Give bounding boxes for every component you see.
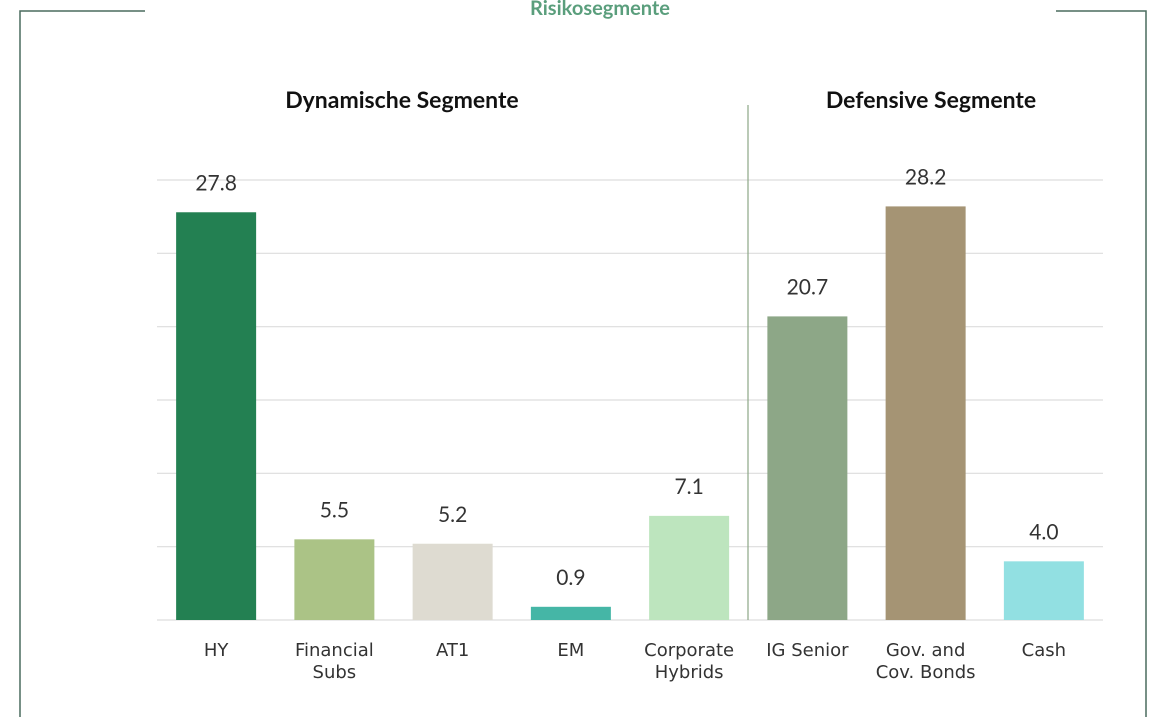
x-tick-label: IG Senior [766, 640, 849, 661]
x-tick-label-box: Corporate Hybrids [644, 640, 735, 683]
x-tick-label-box: Gov. and Cov. Bonds [875, 640, 976, 683]
bar [1003, 561, 1084, 620]
data-label: 27.8 [195, 171, 237, 196]
x-tick-label: Cash [1021, 640, 1067, 661]
chart-title: Risikosegmente [530, 0, 670, 20]
data-label: 7.1 [674, 474, 703, 499]
x-tick-label: Corporate Hybrids [644, 640, 735, 683]
section-title: Defensive Segmente [826, 85, 1036, 113]
x-tick-label-box: EM [557, 640, 585, 661]
section-title: Dynamische Segmente [285, 85, 518, 113]
bar [176, 212, 257, 620]
frame [19, 10, 1147, 717]
x-tick-label: EM [557, 640, 585, 661]
data-label: 20.7 [787, 275, 829, 300]
x-tick-label: HY [203, 640, 229, 661]
bar [530, 606, 611, 620]
x-tick-label-box: IG Senior [766, 640, 849, 661]
bar [885, 206, 966, 620]
x-tick-label: AT1 [435, 640, 470, 661]
x-tick-label-box: Cash [1021, 640, 1067, 661]
frame-right [1056, 10, 1147, 717]
data-label: 5.2 [438, 502, 467, 527]
data-label: 28.2 [905, 165, 947, 190]
x-tick-label-box: AT1 [435, 640, 470, 661]
bar [649, 515, 730, 620]
bar [767, 316, 848, 620]
x-tick-label-box: Financial Subs [294, 640, 374, 683]
data-label: 0.9 [556, 565, 585, 590]
bar [294, 539, 375, 620]
bar [412, 543, 493, 620]
x-tick-label-box: HY [203, 640, 229, 661]
data-label: 5.5 [320, 498, 349, 523]
x-tick-label: Gov. and Cov. Bonds [875, 640, 976, 683]
frame-left [19, 10, 145, 717]
x-tick-label: Financial Subs [294, 640, 374, 683]
data-label: 4.0 [1029, 520, 1058, 545]
